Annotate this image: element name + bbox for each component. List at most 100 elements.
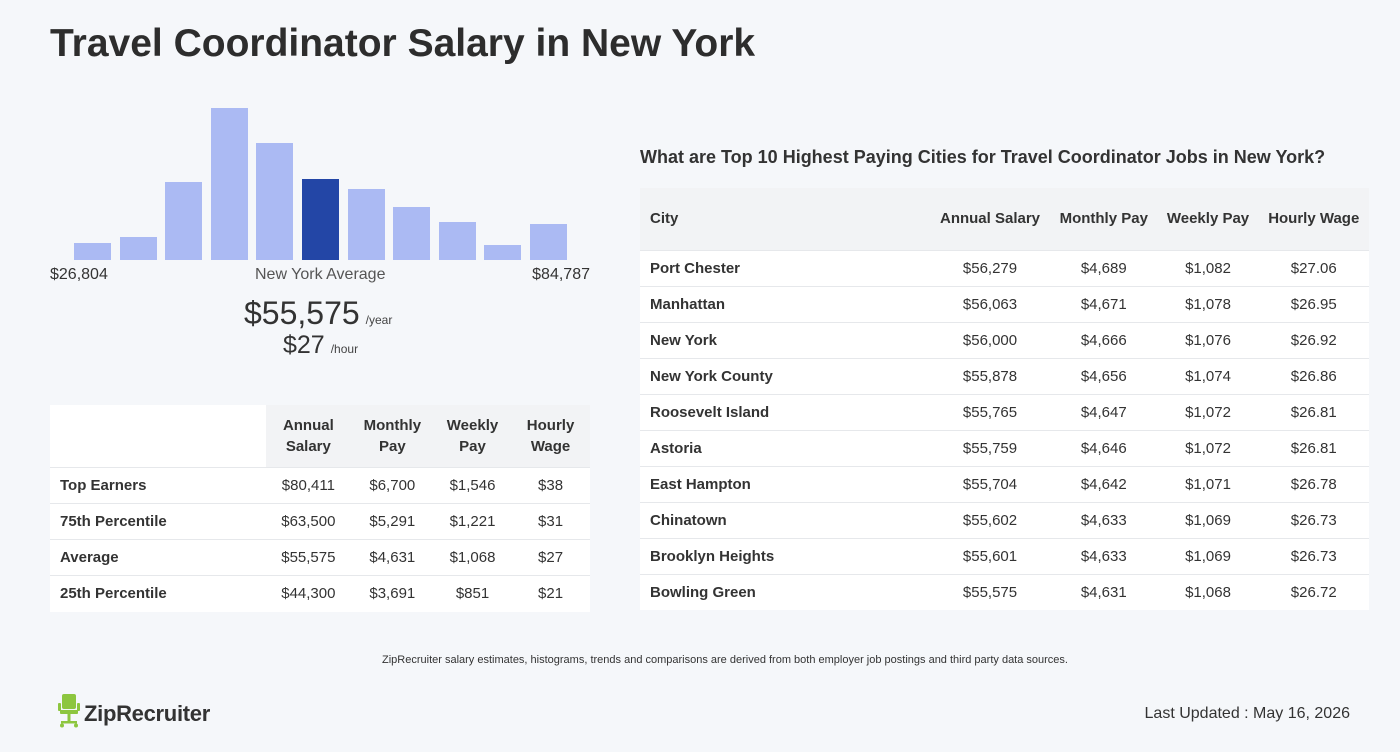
row-label: Top Earners: [50, 467, 266, 504]
table-cell: $80,411: [266, 467, 351, 504]
table-row: Roosevelt Island $55,765 $4,647 $1,072 $26.8…: [640, 393, 1369, 430]
table-cell: $63,500: [266, 503, 351, 540]
table-cell: $4,647: [1050, 393, 1158, 430]
header-city: City: [640, 188, 930, 250]
percentile-table: Annual Salary Monthly Pay Weekly Pay Hou…: [50, 405, 590, 612]
table-cell: $1,546: [433, 467, 512, 504]
table-cell: $1,082: [1157, 249, 1259, 286]
table-cell: $851: [433, 575, 512, 612]
range-max-label: $84,787: [532, 266, 590, 283]
table-cell: $44,300: [266, 575, 351, 612]
city-name: Chinatown: [640, 501, 930, 538]
table-cell: $26.92: [1258, 321, 1369, 358]
table-cell: $3,691: [350, 575, 434, 612]
histogram-bar: [438, 222, 476, 260]
row-label: Average: [50, 539, 266, 576]
table-cell: $55,575: [266, 539, 351, 576]
table-cell: $31: [511, 503, 590, 540]
last-updated: Last Updated : May 16, 2026: [1144, 705, 1350, 722]
average-label: New York Average: [255, 266, 386, 283]
table-cell: $4,671: [1050, 285, 1158, 322]
city-name: Manhattan: [640, 285, 930, 322]
table-row: Manhattan $56,063 $4,671 $1,078 $26.95: [640, 285, 1369, 322]
table-cell: $55,765: [930, 393, 1051, 430]
table-row: East Hampton $55,704 $4,642 $1,071 $26.78: [640, 465, 1369, 502]
table-cell: $1,069: [1157, 537, 1259, 574]
salary-hour-value: $27: [283, 331, 325, 359]
table-cell: $4,646: [1050, 429, 1158, 466]
row-label: 25th Percentile: [50, 575, 266, 612]
table-cell: $1,072: [1157, 393, 1259, 430]
table-cell: $1,221: [433, 503, 512, 540]
city-name: East Hampton: [640, 465, 930, 502]
histogram-bar: [165, 182, 203, 260]
histogram-bar: [393, 206, 431, 260]
histogram-bar-average: [302, 179, 339, 260]
header-hourly-wage: Hourly Wage: [1258, 188, 1369, 250]
table-cell: $55,602: [930, 501, 1051, 538]
histogram-bar: [530, 223, 567, 260]
city-name: Port Chester: [640, 249, 930, 286]
histogram-bar: [210, 108, 248, 260]
page-title: Travel Coordinator Salary in New York: [50, 22, 756, 65]
table-cell: $5,291: [350, 503, 434, 540]
header-hourly-wage: Hourly Wage: [511, 405, 590, 468]
table-cell: $4,633: [1050, 501, 1158, 538]
table-cell: $4,642: [1050, 465, 1158, 502]
header-weekly-pay: Weekly Pay: [433, 405, 512, 468]
cities-table-header: City Annual Salary Monthly Pay Weekly Pa…: [640, 188, 1369, 250]
range-min-label: $26,804: [50, 266, 108, 283]
table-cell: $27.06: [1258, 249, 1369, 286]
table-row: Bowling Green $55,575 $4,631 $1,068 $26.72: [640, 573, 1369, 610]
table-cell: $1,078: [1157, 285, 1259, 322]
histogram-bar: [119, 237, 157, 260]
city-name: Bowling Green: [640, 573, 930, 610]
table-row: Average $55,575 $4,631 $1,068 $27: [50, 539, 590, 576]
table-cell: $26.73: [1258, 537, 1369, 574]
logo-text: ZipRecruiter: [84, 700, 210, 726]
table-cell: $1,072: [1157, 429, 1259, 466]
salary-histogram: [50, 100, 590, 260]
ziprecruiter-logo[interactable]: ZipRecruiter: [58, 694, 210, 733]
table-cell: $1,071: [1157, 465, 1259, 502]
table-cell: $1,068: [433, 539, 512, 576]
average-salary-hour: $27/hour: [283, 331, 358, 360]
table-cell: $55,601: [930, 537, 1051, 574]
salary-year-value: $55,575: [244, 295, 360, 331]
table-cell: $26.81: [1258, 393, 1369, 430]
cities-table: City Annual Salary Monthly Pay Weekly Pa…: [640, 188, 1369, 610]
table-cell: $4,656: [1050, 357, 1158, 394]
city-name: Astoria: [640, 429, 930, 466]
table-cell: $55,575: [930, 573, 1051, 610]
city-name: New York: [640, 321, 930, 358]
header-annual-salary: Annual Salary: [930, 188, 1051, 250]
table-cell: $1,074: [1157, 357, 1259, 394]
histogram-bar: [74, 243, 111, 260]
table-cell: $26.81: [1258, 429, 1369, 466]
table-cell: $4,666: [1050, 321, 1158, 358]
histogram-bar: [484, 244, 522, 260]
table-row: Port Chester $56,279 $4,689 $1,082 $27.06: [640, 249, 1369, 286]
table-cell: $38: [511, 467, 590, 504]
table-cell: $55,878: [930, 357, 1051, 394]
table-cell: $26.73: [1258, 501, 1369, 538]
city-name: New York County: [640, 357, 930, 394]
table-cell: $55,704: [930, 465, 1051, 502]
average-salary-year: $55,575/year: [244, 295, 392, 332]
table-cell: $6,700: [350, 467, 434, 504]
header-monthly-pay: Monthly Pay: [350, 405, 434, 468]
table-row: Astoria $55,759 $4,646 $1,072 $26.81: [640, 429, 1369, 466]
row-label: 75th Percentile: [50, 503, 266, 540]
chair-icon: [58, 694, 80, 733]
table-row: New York County $55,878 $4,656 $1,074 $26.86: [640, 357, 1369, 394]
data-source-note: ZipRecruiter salary estimates, histogram…: [382, 654, 1068, 666]
table-cell: $4,631: [1050, 573, 1158, 610]
table-cell: $21: [511, 575, 590, 612]
table-row: 25th Percentile $44,300 $3,691 $851 $21: [50, 575, 590, 612]
header-blank: [50, 405, 266, 468]
table-cell: $26.86: [1258, 357, 1369, 394]
table-cell: $1,068: [1157, 573, 1259, 610]
table-cell: $26.95: [1258, 285, 1369, 322]
cities-title: What are Top 10 Highest Paying Cities fo…: [640, 147, 1326, 167]
table-cell: $27: [511, 539, 590, 576]
